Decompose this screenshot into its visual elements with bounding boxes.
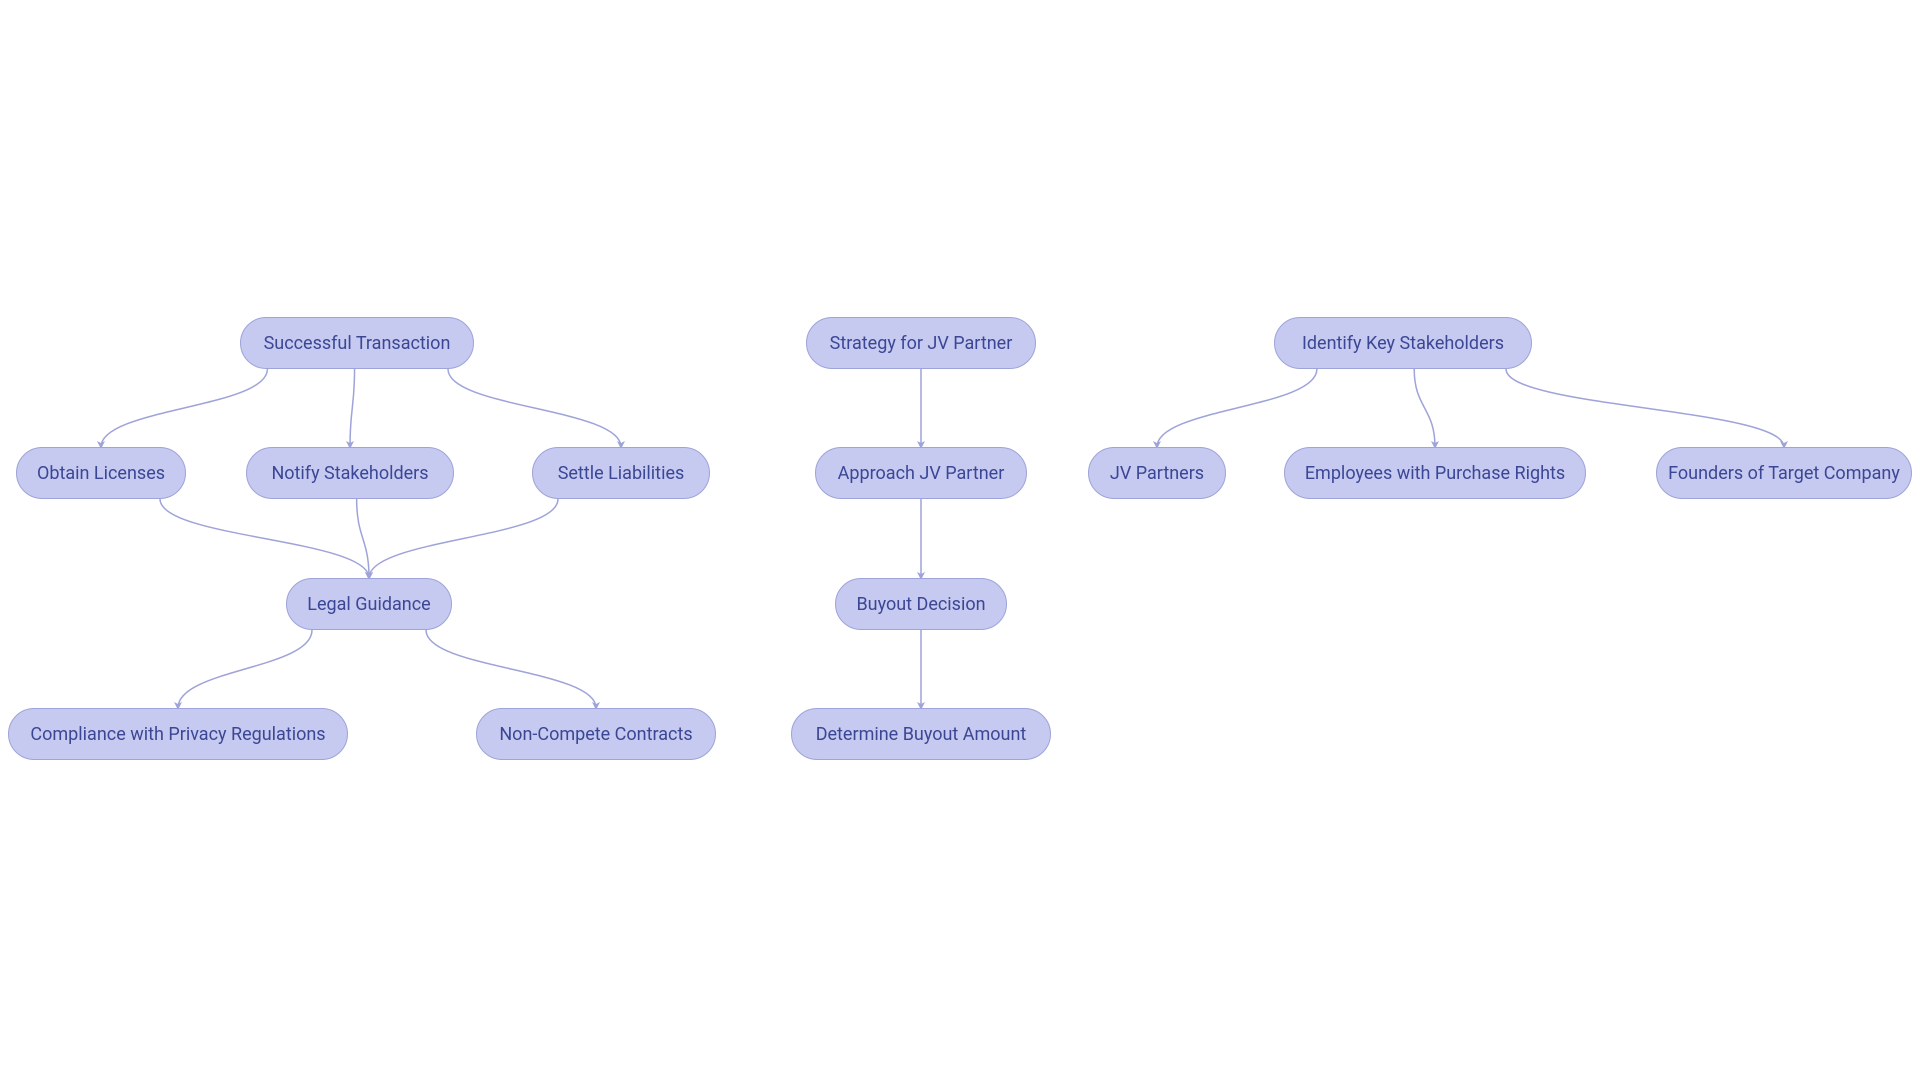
flowchart-edges — [0, 0, 1920, 1080]
flowchart-node-label: Founders of Target Company — [1668, 463, 1900, 484]
flowchart-node-label: Employees with Purchase Rights — [1305, 463, 1565, 484]
flowchart-node-label: Approach JV Partner — [838, 463, 1005, 484]
flowchart-edge — [101, 369, 267, 447]
flowchart-node-successful-transaction: Successful Transaction — [240, 317, 474, 369]
flowchart-node-obtain-licenses: Obtain Licenses — [16, 447, 186, 499]
flowchart-node-jv-partners: JV Partners — [1088, 447, 1226, 499]
flowchart-node-label: Successful Transaction — [264, 333, 451, 354]
flowchart-node-label: Determine Buyout Amount — [816, 724, 1027, 745]
flowchart-node-compliance-privacy: Compliance with Privacy Regulations — [8, 708, 348, 760]
flowchart-node-label: Legal Guidance — [307, 594, 430, 615]
flowchart-node-label: Obtain Licenses — [37, 463, 165, 484]
flowchart-node-label: Strategy for JV Partner — [830, 333, 1013, 354]
flowchart-node-determine-buyout: Determine Buyout Amount — [791, 708, 1051, 760]
flowchart-node-label: Non-Compete Contracts — [499, 724, 692, 745]
flowchart-edge — [369, 499, 558, 578]
flowchart-edge — [178, 630, 312, 708]
flowchart-edge — [448, 369, 621, 447]
flowchart-node-buyout-decision: Buyout Decision — [835, 578, 1007, 630]
flowchart-node-settle-liabilities: Settle Liabilities — [532, 447, 710, 499]
flowchart-node-strategy-jv: Strategy for JV Partner — [806, 317, 1036, 369]
flowchart-edge — [357, 499, 369, 578]
flowchart-node-label: Notify Stakeholders — [271, 463, 428, 484]
flowchart-node-employees-rights: Employees with Purchase Rights — [1284, 447, 1586, 499]
flowchart-edge — [1506, 369, 1784, 447]
flowchart-node-label: Compliance with Privacy Regulations — [30, 724, 325, 745]
flowchart-node-label: Buyout Decision — [856, 594, 985, 615]
flowchart-node-label: JV Partners — [1110, 463, 1204, 484]
flowchart-edge — [1157, 369, 1317, 447]
flowchart-node-notify-stakeholders: Notify Stakeholders — [246, 447, 454, 499]
flowchart-edge — [1414, 369, 1435, 447]
flowchart-edge — [160, 499, 369, 578]
flowchart-node-founders-target: Founders of Target Company — [1656, 447, 1912, 499]
flowchart-node-approach-jv: Approach JV Partner — [815, 447, 1027, 499]
flowchart-edge — [350, 369, 355, 447]
flowchart-edge — [426, 630, 596, 708]
flowchart-node-label: Identify Key Stakeholders — [1302, 333, 1504, 354]
flowchart-node-non-compete: Non-Compete Contracts — [476, 708, 716, 760]
flowchart-node-identify-stakeholders: Identify Key Stakeholders — [1274, 317, 1532, 369]
flowchart-node-legal-guidance: Legal Guidance — [286, 578, 452, 630]
flowchart-node-label: Settle Liabilities — [558, 463, 685, 484]
